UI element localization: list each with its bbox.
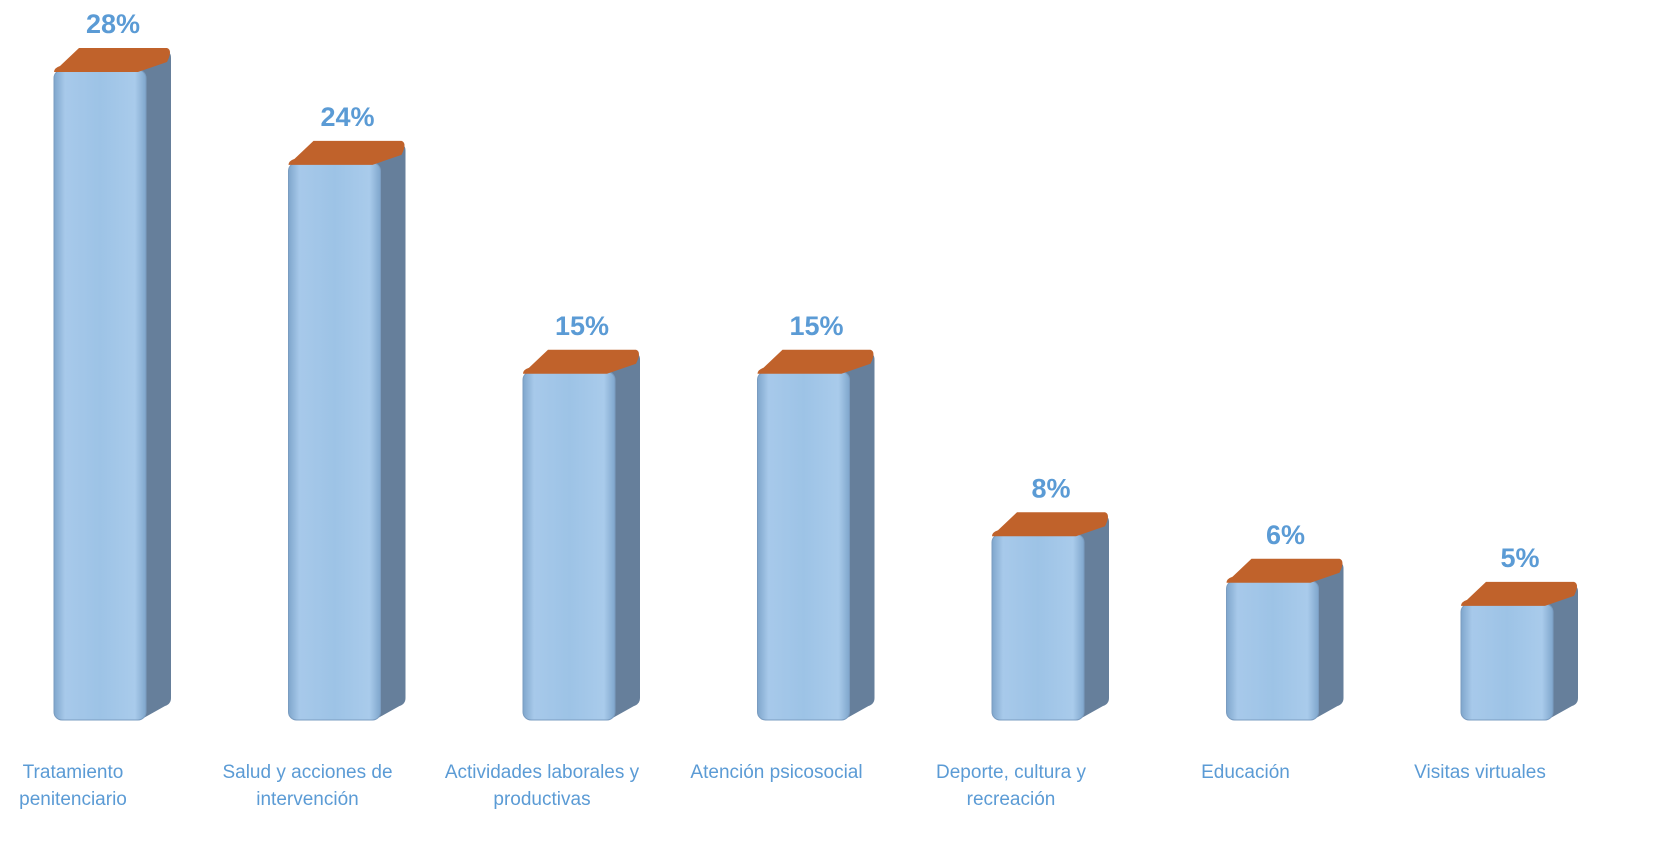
- bar: [53, 48, 171, 721]
- bar-side: [1312, 562, 1344, 720]
- x-tick-label: Atención psicosocial: [690, 762, 862, 783]
- value-label: 5%: [1500, 543, 1539, 573]
- bar-top: [288, 140, 405, 165]
- bar: [757, 349, 875, 721]
- x-tick-label: Deporte, cultura y recreación: [936, 762, 1086, 810]
- x-tick-label: Visitas virtuales: [1414, 762, 1546, 783]
- bar-front: [757, 371, 850, 721]
- value-label: 6%: [1266, 520, 1305, 550]
- bar: [522, 349, 640, 721]
- bar: [1460, 581, 1578, 721]
- value-label: 8%: [1031, 473, 1070, 503]
- bar-front: [991, 533, 1085, 721]
- bar: [1226, 558, 1344, 721]
- bar-front: [288, 162, 381, 721]
- bar-front: [53, 69, 147, 721]
- bar-top: [1226, 558, 1343, 583]
- value-label: 15%: [789, 311, 843, 341]
- bar-top: [523, 349, 639, 374]
- bar: [288, 140, 406, 721]
- x-tick-label: Educación: [1201, 762, 1290, 783]
- x-tick-label: Tratamiento penitenciario: [19, 762, 127, 810]
- bar-front: [522, 371, 616, 721]
- bar-side: [1078, 516, 1109, 720]
- bar-side: [1547, 585, 1578, 720]
- bar-side: [843, 353, 875, 720]
- bar-front: [1226, 580, 1319, 721]
- bar-side: [140, 52, 171, 720]
- bar-top: [992, 512, 1108, 537]
- bar-front: [1460, 603, 1554, 721]
- bar-side: [374, 144, 406, 720]
- bar-top: [1461, 581, 1577, 606]
- bar-top: [54, 48, 170, 72]
- x-tick-label: Actividades laborales y productivas: [445, 762, 640, 810]
- value-label: 24%: [320, 102, 374, 132]
- x-tick-label: Salud y acciones de intervención: [222, 762, 392, 810]
- value-label: 28%: [86, 9, 140, 39]
- bar-top: [757, 349, 874, 374]
- bar-side: [609, 353, 640, 720]
- value-label: 15%: [555, 311, 609, 341]
- bar: [991, 512, 1109, 721]
